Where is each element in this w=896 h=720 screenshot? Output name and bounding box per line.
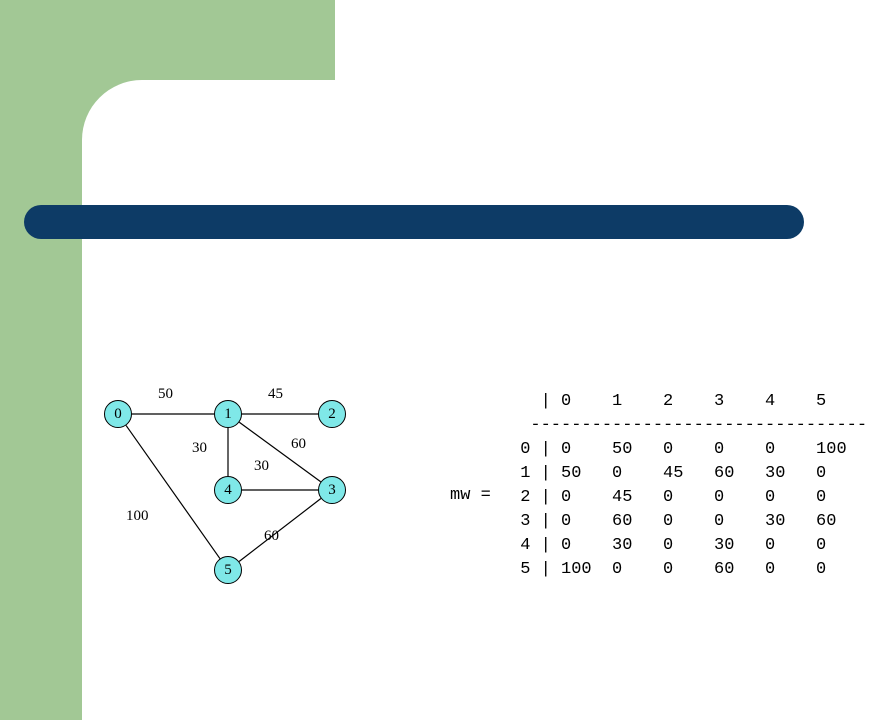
graph-node-1: 1 — [214, 400, 242, 428]
edge-weight-label: 50 — [158, 386, 173, 403]
adjacency-matrix: | 0 1 2 3 4 5 --------------------------… — [510, 390, 867, 582]
graph-edge — [239, 499, 321, 562]
title-bar — [24, 205, 804, 239]
graph-edge — [239, 422, 320, 481]
graph-node-2: 2 — [318, 400, 346, 428]
edge-weight-label: 100 — [126, 508, 149, 525]
edge-weight-label: 60 — [264, 528, 279, 545]
slide-page: 504560303060100012345 mw = | 0 1 2 3 4 5… — [0, 0, 896, 720]
graph-node-4: 4 — [214, 476, 242, 504]
edge-weight-label: 60 — [291, 436, 306, 453]
graph-node-0: 0 — [104, 400, 132, 428]
graph-diagram: 504560303060100012345 — [96, 380, 376, 600]
edge-weight-label: 45 — [268, 386, 283, 403]
matrix-prefix: mw = — [450, 486, 491, 505]
edge-weight-label: 30 — [192, 440, 207, 457]
graph-node-5: 5 — [214, 556, 242, 584]
graph-node-3: 3 — [318, 476, 346, 504]
edge-weight-label: 30 — [254, 458, 269, 475]
